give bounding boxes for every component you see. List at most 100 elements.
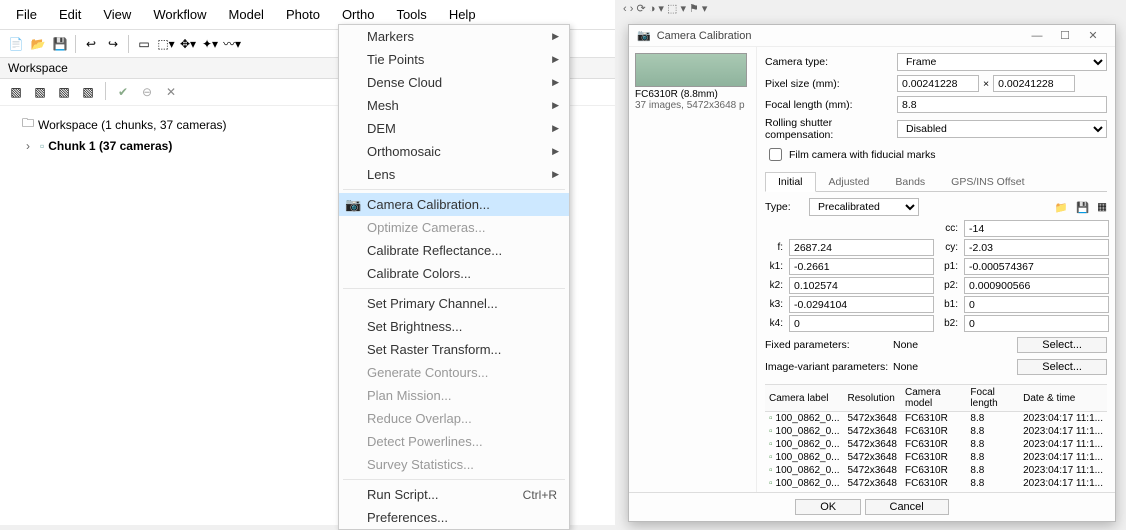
new-icon[interactable]: 📄	[6, 34, 26, 54]
close-icon[interactable]: ✕	[1079, 29, 1107, 42]
select-icon[interactable]: ⬚▾	[156, 34, 176, 54]
table-row[interactable]: 100_0862_0...5472x3648FC6310R8.82023:04:…	[765, 451, 1107, 464]
add-chunk-icon[interactable]: ▧	[6, 82, 26, 102]
type-select[interactable]: Precalibrated	[809, 198, 919, 216]
menu-item[interactable]: Set Raster Transform...	[339, 338, 569, 361]
b1-input[interactable]	[964, 296, 1109, 313]
ok-icon[interactable]: ✔	[113, 82, 133, 102]
fiducial-checkbox[interactable]	[769, 148, 782, 161]
table-row[interactable]: 100_0862_0...5472x3648FC6310R8.82023:04:…	[765, 477, 1107, 488]
type-label: Type:	[765, 201, 805, 213]
workspace-icon: 🗀	[22, 114, 34, 135]
fixed-select-button[interactable]: Select...	[1017, 337, 1107, 353]
k2-input[interactable]	[789, 277, 934, 294]
stop-icon[interactable]: ⊖	[137, 82, 157, 102]
k4-input[interactable]	[789, 315, 934, 332]
save2-icon[interactable]: 💾	[1076, 201, 1089, 214]
menu-item[interactable]: Dense Cloud	[339, 71, 569, 94]
p1-label: p1:	[940, 261, 958, 272]
add3-icon[interactable]: ▧	[78, 82, 98, 102]
pixel-size-x[interactable]	[897, 75, 979, 92]
table-header[interactable]: Resolution	[844, 385, 902, 412]
menu-item[interactable]: Calibrate Reflectance...	[339, 239, 569, 262]
cy-input[interactable]	[964, 239, 1109, 256]
menu-item[interactable]: Markers	[339, 25, 569, 48]
ok-button[interactable]: OK	[795, 499, 861, 515]
caret-icon[interactable]: ›	[26, 139, 36, 153]
rolling-select[interactable]: Disabled	[897, 120, 1107, 138]
table-header[interactable]: Focal length	[966, 385, 1019, 412]
menu-workflow[interactable]: Workflow	[143, 4, 216, 25]
menu-item[interactable]: Lens	[339, 163, 569, 186]
p2-input[interactable]	[964, 277, 1109, 294]
rolling-label: Rolling shutter compensation:	[765, 117, 893, 141]
open-icon[interactable]: 📂	[28, 34, 48, 54]
table-row[interactable]: 100_0862_0...5472x3648FC6310R8.82023:04:…	[765, 464, 1107, 477]
tab-bands[interactable]: Bands	[882, 172, 938, 191]
add2-icon[interactable]: ▧	[54, 82, 74, 102]
save-icon[interactable]: 💾	[50, 34, 70, 54]
menu-edit[interactable]: Edit	[49, 4, 91, 25]
menu-item-camera-calibration[interactable]: 📷Camera Calibration...	[339, 193, 569, 216]
k1-input[interactable]	[789, 258, 934, 275]
menu-item[interactable]: Set Brightness...	[339, 315, 569, 338]
menu-item[interactable]: Run Script...Ctrl+R	[339, 483, 569, 506]
cc-input[interactable]	[964, 220, 1109, 237]
camera-thumbnail[interactable]	[635, 53, 747, 87]
folder-icon[interactable]: 📁	[1055, 201, 1068, 214]
menu-view[interactable]: View	[93, 4, 141, 25]
menu-file[interactable]: File	[6, 4, 47, 25]
b2-input[interactable]	[964, 315, 1109, 332]
camera-icon: 📷	[637, 29, 651, 42]
camera-table[interactable]: Camera labelResolutionCamera modelFocal …	[765, 384, 1107, 488]
table-row[interactable]: 100_0862_0...5472x3648FC6310R8.82023:04:…	[765, 412, 1107, 426]
menu-tools[interactable]: Tools	[386, 4, 436, 25]
menu-item[interactable]: DEM	[339, 117, 569, 140]
menu-photo[interactable]: Photo	[276, 4, 330, 25]
menu-item[interactable]: Mesh	[339, 94, 569, 117]
table-row[interactable]: 100_0862_0...5472x3648FC6310R8.82023:04:…	[765, 425, 1107, 438]
variant-params-value: None	[893, 361, 973, 373]
k2-label: k2:	[765, 280, 783, 291]
menu-item[interactable]: Tie Points	[339, 48, 569, 71]
k1-label: k1:	[765, 261, 783, 272]
pointer-icon[interactable]: ▭	[134, 34, 154, 54]
pixel-size-y[interactable]	[993, 75, 1075, 92]
tools-dropdown: MarkersTie PointsDense CloudMeshDEMOrtho…	[338, 24, 570, 530]
minimize-icon[interactable]: —	[1023, 30, 1051, 42]
table-row[interactable]: 100_0862_0...5472x3648FC6310R8.82023:04:…	[765, 438, 1107, 451]
times-label: ×	[983, 78, 989, 90]
menu-ortho[interactable]: Ortho	[332, 4, 385, 25]
table-header[interactable]: Camera label	[765, 385, 844, 412]
undo-icon[interactable]: ↩	[81, 34, 101, 54]
menu-model[interactable]: Model	[219, 4, 274, 25]
fixed-params-value: None	[893, 339, 973, 351]
ruler-icon[interactable]: 〰▾	[222, 34, 242, 54]
k3-input[interactable]	[789, 296, 934, 313]
marker-icon[interactable]: ✥▾	[178, 34, 198, 54]
move-icon[interactable]: ✦▾	[200, 34, 220, 54]
menu-help[interactable]: Help	[439, 4, 486, 25]
cy-label: cy:	[940, 242, 958, 253]
menu-item[interactable]: Calibrate Colors...	[339, 262, 569, 285]
focal-length-input[interactable]	[897, 96, 1107, 113]
table-header[interactable]: Date & time	[1019, 385, 1107, 412]
maximize-icon[interactable]: ☐	[1051, 29, 1079, 42]
delete-icon[interactable]: ✕	[161, 82, 181, 102]
f-label: f:	[765, 242, 783, 253]
cancel-button[interactable]: Cancel	[865, 499, 949, 515]
variant-select-button[interactable]: Select...	[1017, 359, 1107, 375]
redo-icon[interactable]: ↪	[103, 34, 123, 54]
tab-adjusted[interactable]: Adjusted	[816, 172, 883, 191]
menu-item[interactable]: Set Primary Channel...	[339, 292, 569, 315]
table-header[interactable]: Camera model	[901, 385, 966, 412]
menu-item[interactable]: Preferences...	[339, 506, 569, 529]
grid-icon[interactable]: ▦	[1097, 201, 1107, 213]
p1-input[interactable]	[964, 258, 1109, 275]
camera-type-select[interactable]: Frame	[897, 53, 1107, 71]
f-input[interactable]	[789, 239, 934, 256]
menu-item[interactable]: Orthomosaic	[339, 140, 569, 163]
tab-gps-ins-offset[interactable]: GPS/INS Offset	[938, 172, 1037, 191]
tab-initial[interactable]: Initial	[765, 172, 816, 192]
add-icon[interactable]: ▧	[30, 82, 50, 102]
